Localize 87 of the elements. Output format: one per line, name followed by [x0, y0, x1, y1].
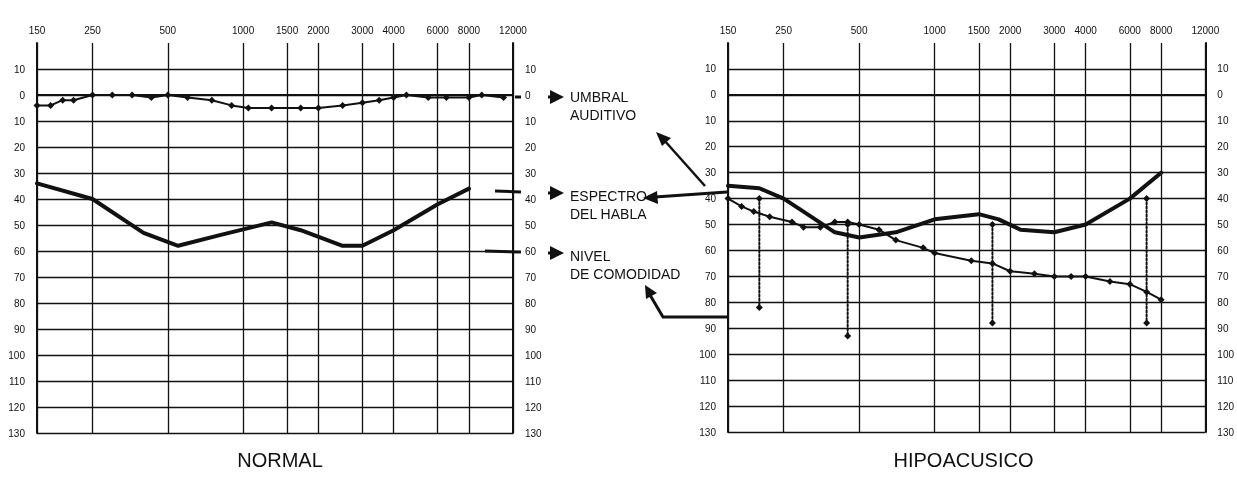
x-tick-label: 500 — [159, 24, 177, 36]
y-tick-label: 130 — [8, 427, 26, 439]
y2-tick-label: 30 — [1217, 167, 1229, 179]
x-tick-label: 1500 — [967, 24, 991, 36]
y-tick-label: 90 — [704, 322, 717, 334]
y-tick-label: 70 — [13, 271, 26, 283]
y-tick-label: 80 — [704, 296, 717, 308]
y-tick-label: 0 — [710, 89, 717, 101]
y2-tick-label: 10 — [525, 115, 537, 127]
y-tick-label: 110 — [9, 375, 26, 387]
y-tick-label: 100 — [699, 348, 717, 360]
text: NORMAL — [237, 449, 323, 471]
y-tick-label: 90 — [13, 323, 26, 335]
y2-tick-label: 50 — [525, 219, 537, 231]
x-tick-label: 500 — [850, 24, 868, 36]
y-tick-label: 40 — [13, 193, 26, 205]
x-tick-label: 8000 — [1150, 24, 1173, 36]
y2-tick-label: 70 — [1217, 270, 1229, 282]
y-tick-label: 80 — [13, 297, 26, 309]
x-tick-label: 3000 — [1043, 24, 1066, 36]
y2-tick-label: 120 — [1217, 400, 1235, 412]
y-tick-label: 100 — [8, 349, 26, 361]
y-tick-label: 30 — [704, 167, 717, 179]
y2-tick-label: 120 — [525, 401, 543, 413]
y-tick-label: 120 — [8, 401, 26, 413]
y2-tick-label: 90 — [1217, 322, 1229, 334]
y2-tick-label: 0 — [1217, 89, 1224, 101]
y2-tick-label: 20 — [1217, 141, 1229, 153]
y2-tick-label: 10 — [1217, 115, 1229, 127]
y2-tick-label: 10 — [1217, 63, 1229, 75]
x-tick-label: 250 — [775, 24, 793, 36]
y2-tick-label: 60 — [1217, 244, 1229, 256]
y2-tick-label: 130 — [525, 427, 543, 439]
text: HIPOACUSICO — [893, 449, 1034, 471]
y2-tick-label: 100 — [1217, 348, 1235, 360]
x-tick-label: 12000 — [1191, 24, 1220, 36]
y-tick-label: 60 — [13, 245, 26, 257]
y-tick-label: 30 — [13, 167, 26, 179]
y-tick-label: 10 — [13, 115, 26, 127]
x-tick-label: 6000 — [426, 24, 450, 36]
y2-tick-label: 40 — [1217, 193, 1229, 205]
y-tick-label: 10 — [704, 63, 717, 75]
x-tick-label: 150 — [719, 24, 737, 36]
y2-tick-label: 80 — [1217, 296, 1229, 308]
x-tick-label: 250 — [84, 24, 102, 36]
y2-tick-label: 110 — [1217, 374, 1234, 386]
y-tick-label: 130 — [699, 426, 717, 438]
x-tick-label: 2000 — [307, 24, 330, 36]
text: ESPECTRO DEL HABLA — [570, 187, 648, 223]
y2-tick-label: 40 — [525, 193, 537, 205]
y-tick-label: 40 — [704, 193, 717, 205]
text: UMBRAL AUDITIVO — [570, 88, 637, 124]
x-tick-label: 1000 — [231, 24, 255, 36]
y-tick-label: 10 — [13, 63, 26, 75]
x-tick-label: 4000 — [1074, 24, 1098, 36]
y-tick-label: 20 — [13, 141, 26, 153]
y2-tick-label: 0 — [525, 89, 531, 101]
y-tick-label: 0 — [19, 89, 26, 101]
y2-tick-label: 110 — [525, 375, 542, 387]
x-tick-label: 4000 — [382, 24, 406, 36]
x-tick-label: 1000 — [923, 24, 947, 36]
x-tick-label: 6000 — [1118, 24, 1142, 36]
y2-tick-label: 80 — [525, 297, 537, 309]
x-tick-label: 2000 — [999, 24, 1022, 36]
x-tick-label: 12000 — [499, 24, 528, 36]
y2-tick-label: 10 — [525, 63, 537, 75]
y2-tick-label: 60 — [525, 245, 537, 257]
x-tick-label: 1500 — [275, 24, 299, 36]
y2-tick-label: 90 — [525, 323, 537, 335]
y2-tick-label: 50 — [1217, 219, 1229, 231]
x-tick-label: 150 — [28, 24, 46, 36]
y-tick-label: 70 — [704, 270, 717, 282]
y-tick-label: 60 — [704, 244, 717, 256]
y-tick-label: 110 — [700, 374, 717, 386]
y2-tick-label: 70 — [525, 271, 537, 283]
y-tick-label: 10 — [704, 115, 717, 127]
text: NIVEL DE COMODIDAD — [570, 247, 681, 283]
y2-tick-label: 20 — [525, 141, 537, 153]
y-tick-label: 120 — [699, 400, 717, 412]
y-tick-label: 50 — [13, 219, 26, 231]
y2-tick-label: 130 — [1217, 426, 1235, 438]
y2-tick-label: 30 — [525, 167, 537, 179]
x-tick-label: 8000 — [457, 24, 481, 36]
y-tick-label: 50 — [704, 219, 717, 231]
y2-tick-label: 100 — [525, 349, 543, 361]
y-tick-label: 20 — [704, 141, 717, 153]
x-tick-label: 3000 — [351, 24, 374, 36]
